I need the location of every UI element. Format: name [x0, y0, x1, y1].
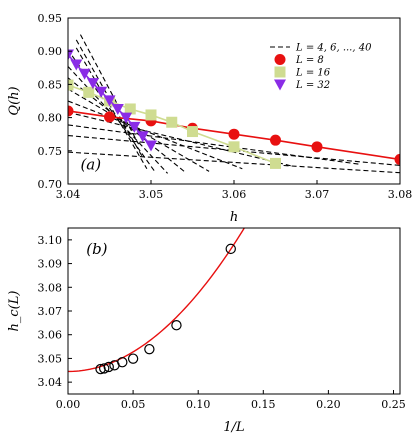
- data-point-s2-9: [136, 131, 149, 143]
- data-point-s2-0: [68, 49, 74, 61]
- dashed-fit-line-5: [68, 88, 210, 172]
- dashed-fit-line-9: [75, 47, 148, 170]
- y-tick-label-b-2: 3.06: [38, 329, 63, 342]
- plot-area-b: [68, 228, 246, 375]
- y-tick-label-a-5: 0.95: [38, 12, 63, 25]
- y-tick-label-a-0: 0.70: [38, 178, 63, 191]
- x-tick-label-b-2: 0.10: [186, 398, 211, 411]
- data-point-s2-2: [78, 68, 91, 80]
- panel-label-b: (b): [86, 240, 107, 258]
- dashed-fit-line-4: [68, 100, 243, 170]
- y-tick-label-b-4: 3.08: [38, 281, 63, 294]
- y-axis-label-a: Q(h): [7, 86, 22, 115]
- x-tick-label-a-3: 3.07: [305, 188, 330, 201]
- plot-area-a: [68, 34, 400, 174]
- y-tick-label-b-1: 3.05: [38, 352, 63, 365]
- data-point-s1-7: [228, 141, 240, 153]
- data-point-s0-7: [394, 153, 400, 165]
- x-tick-label-a-1: 3.05: [139, 188, 164, 201]
- x-tick-label-b-5: 0.25: [381, 398, 406, 411]
- data-point-s2-4: [95, 86, 108, 98]
- series-line-0: [68, 110, 400, 161]
- y-tick-label-b-3: 3.07: [38, 305, 63, 318]
- x-axis-label-b: 1/L: [223, 420, 244, 435]
- data-point-s0-6: [311, 141, 323, 153]
- y-tick-label-a-2: 0.80: [38, 112, 63, 125]
- dashed-fit-line-2: [68, 124, 359, 165]
- x-tick-label-b-0: 0.00: [56, 398, 81, 411]
- data-point-s2-6: [111, 103, 124, 115]
- data-point-b-2: [103, 361, 114, 373]
- data-point-b-1: [98, 363, 110, 374]
- y-tick-label-b-0: 3.04: [38, 376, 63, 389]
- data-point-s2-10: [145, 140, 157, 152]
- data-point-s0-1: [104, 111, 115, 123]
- y-tick-label-a-1: 0.75: [38, 145, 63, 158]
- data-point-b-5: [127, 353, 139, 364]
- x-tick-label-a-2: 3.06: [222, 188, 247, 201]
- data-point-s1-1: [83, 86, 95, 98]
- legend-label-3: L = 32: [295, 80, 330, 91]
- x-tick-label-b-3: 0.15: [251, 398, 276, 411]
- y-tick-label-b-5: 3.09: [38, 258, 63, 271]
- x-axis-label-a: h: [230, 210, 238, 225]
- data-point-b-7: [171, 320, 182, 331]
- data-point-s1-3: [124, 103, 136, 115]
- legend-label-2: L = 16: [295, 68, 331, 79]
- x-tick-label-a-4: 3.08: [388, 188, 413, 201]
- data-point-s2-3: [86, 78, 99, 90]
- data-point-s1-8: [270, 157, 281, 169]
- y-tick-label-a-4: 0.90: [38, 45, 63, 58]
- data-point-s0-0: [68, 105, 74, 117]
- x-tick-label-b-4: 0.20: [316, 398, 341, 411]
- y-tick-label-b-6: 3.10: [38, 234, 63, 247]
- data-point-s1-4: [145, 109, 157, 121]
- panel-label-a: (a): [80, 155, 101, 173]
- data-point-s1-5: [166, 116, 178, 128]
- legend-label-1: L = 8: [295, 55, 324, 66]
- x-tick-label-a-0: 3.04: [56, 188, 81, 201]
- legend-label-0: L = 4, 6, ..., 40: [295, 43, 372, 54]
- data-point-s0-5: [270, 134, 281, 146]
- panel-a: 3.04 3.05 3.06 3.07 3.08 0.70 0.75 0.80 0.85 0.90…: [7, 12, 412, 225]
- data-point-s0-4: [228, 128, 240, 140]
- dashed-fit-line-11: [79, 34, 140, 145]
- data-point-b-8: [225, 243, 236, 255]
- data-point-s2-8: [128, 121, 141, 133]
- x-tick-label-b-1: 0.05: [121, 398, 146, 411]
- legend-key-1: [274, 66, 286, 78]
- data-point-b-6: [144, 343, 155, 355]
- legend-key-2: [274, 79, 286, 91]
- data-point-s1-6: [187, 126, 198, 138]
- fit-curve: [68, 228, 246, 373]
- data-point-s2-1: [70, 59, 83, 71]
- data-point-s2-7: [120, 112, 133, 124]
- data-point-s2-5: [103, 95, 116, 107]
- legend-key-0: [274, 54, 286, 65]
- y-tick-label-a-3: 0.85: [38, 78, 63, 91]
- dashed-fit-line-3: [68, 111, 293, 167]
- data-point-b-4: [117, 357, 128, 368]
- panel-b: 0.00 0.05 0.10 0.15 0.20 0.25 3.04 3.05 3.06 3.07…: [7, 227, 406, 435]
- y-axis-label-b: h_c(L): [7, 291, 22, 332]
- data-point-s1-0: [68, 79, 74, 91]
